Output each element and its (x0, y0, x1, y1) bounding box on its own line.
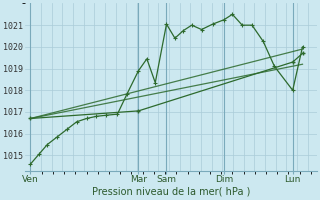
X-axis label: Pression niveau de la mer( hPa ): Pression niveau de la mer( hPa ) (92, 187, 250, 197)
